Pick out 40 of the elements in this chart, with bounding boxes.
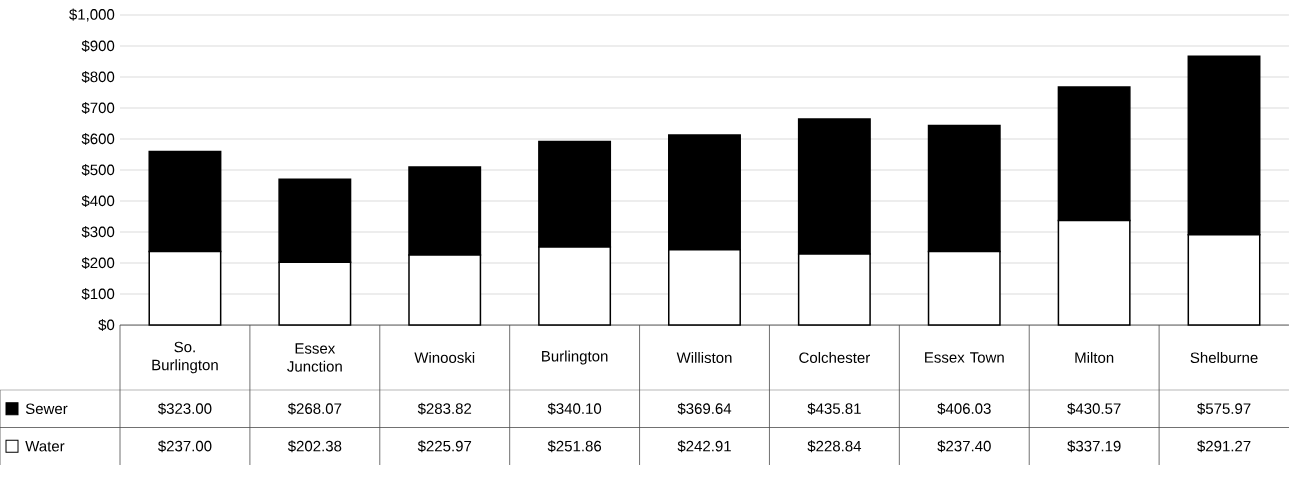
y-tick-label: $300	[81, 225, 115, 239]
data-label: $291.27	[1197, 440, 1251, 453]
y-tick-label: $1,000	[69, 8, 115, 22]
x-tick-label: So. Burlington	[152, 341, 218, 374]
y-tick-label: $200	[81, 256, 115, 270]
x-tick-label: Burlington	[542, 350, 608, 365]
x-tick-label: Winooski	[414, 351, 475, 363]
data-label: $228.84	[807, 440, 862, 453]
legend-label: Sewer	[25, 403, 68, 415]
y-tick-label: $700	[81, 101, 115, 115]
data-label: $202.38	[287, 440, 342, 453]
x-tick-label: Essex Junction	[287, 343, 342, 372]
data-label: $323.00	[157, 402, 212, 415]
y-tick-label: $400	[81, 194, 115, 208]
y-tick-label: $900	[81, 39, 115, 53]
y-tick-label: $100	[81, 287, 115, 301]
data-label: $337.19	[1067, 440, 1121, 453]
y-tick-label: $0	[98, 318, 115, 332]
data-label: $340.10	[547, 402, 602, 415]
x-tick-label: Colchester	[799, 351, 870, 363]
x-tick-label: Shelburne	[1190, 351, 1258, 363]
y-tick-label: $600	[81, 132, 115, 146]
data-label: $225.97	[417, 440, 472, 453]
data-label: $575.97	[1197, 402, 1251, 415]
data-label: $435.81	[807, 402, 861, 415]
data-label: $268.07	[287, 402, 342, 415]
legend-label: Water	[25, 441, 65, 452]
data-label: $242.91	[677, 440, 731, 453]
x-tick-label: Milton	[1075, 351, 1114, 363]
data-label: $430.57	[1067, 402, 1121, 415]
data-label: $251.86	[547, 440, 602, 453]
data-label: $369.64	[677, 402, 732, 415]
data-label: $237.00	[157, 440, 212, 453]
data-label: $406.03	[937, 402, 991, 415]
x-tick-label: Williston	[676, 351, 732, 363]
x-tick-label: Essex Town	[925, 352, 1004, 363]
data-label: $283.82	[417, 402, 472, 415]
y-tick-label: $800	[81, 70, 115, 84]
data-label: $237.40	[937, 440, 991, 453]
y-tick-label: $500	[81, 163, 115, 177]
